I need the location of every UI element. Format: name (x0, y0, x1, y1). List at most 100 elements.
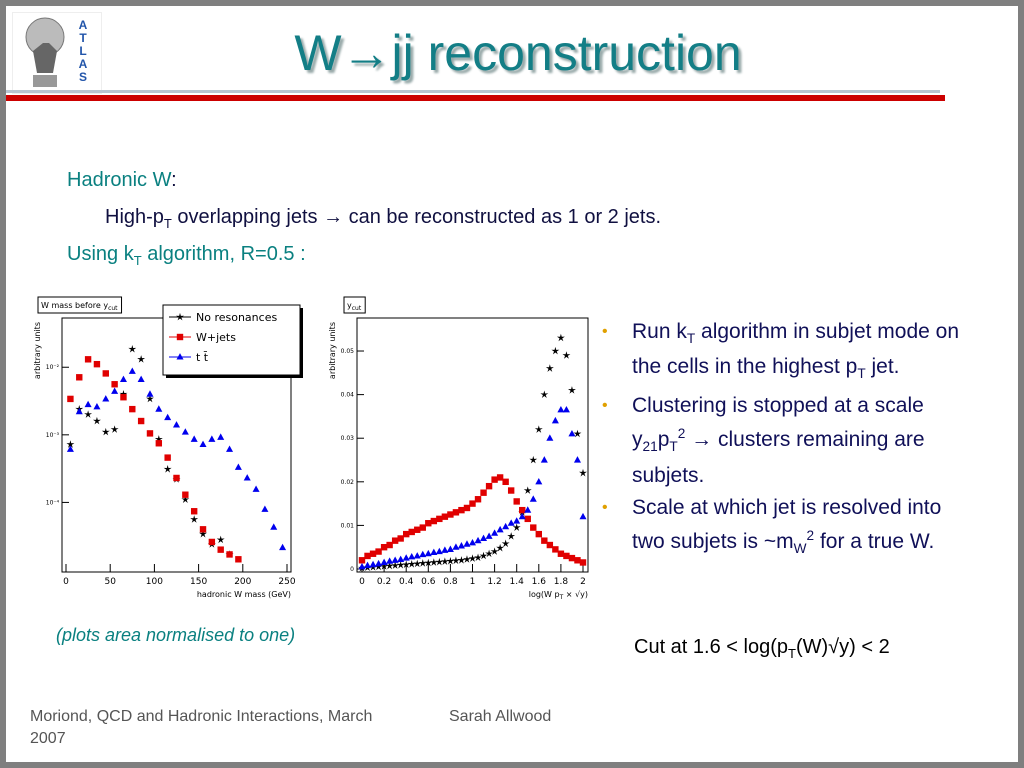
chart-title-part: y (347, 301, 352, 310)
x-tick-label: 0 (359, 577, 365, 587)
plot-frame (356, 317, 589, 573)
marker (146, 390, 154, 397)
marker (446, 545, 454, 552)
text: Scale at which jet is resolved into two … (632, 495, 942, 553)
marker (413, 552, 421, 559)
marker (546, 434, 554, 441)
text: T (133, 253, 142, 268)
marker (75, 407, 83, 415)
marker (552, 546, 559, 553)
text: overlapping jets → can be reconstructed … (171, 206, 662, 228)
marker (128, 345, 137, 353)
marker (84, 356, 92, 363)
chart: 0 0.01 0.02 0.03 0.04 0.05 0 0.2 0.4 0.6 0.8 1 1.2 1.… (328, 296, 589, 601)
marker (403, 530, 410, 538)
marker (535, 530, 542, 538)
marker (534, 425, 543, 433)
x-tick-label: 0.4 (399, 577, 414, 587)
marker (208, 435, 216, 442)
marker (529, 455, 538, 464)
marker (369, 550, 377, 557)
marker (216, 535, 225, 544)
x-axis-label-part: × √y) (563, 590, 588, 599)
bullet: Run kT algorithm in subjet mode on the c… (602, 318, 972, 388)
marker (429, 558, 438, 566)
marker (261, 505, 269, 512)
footer-author: Sarah Allwood (449, 708, 552, 725)
marker (457, 556, 466, 564)
x-tick-label: 50 (104, 577, 116, 587)
marker (234, 463, 242, 470)
marker (496, 543, 505, 552)
marker (430, 517, 438, 525)
text-line: Hadronic W: (67, 169, 177, 192)
y-tick-label: 0.04 (341, 392, 355, 399)
text: jet. (865, 355, 900, 379)
marker (396, 560, 405, 569)
marker (111, 387, 119, 394)
marker (468, 554, 477, 562)
marker (164, 413, 172, 421)
marker (182, 491, 189, 498)
marker (413, 559, 422, 568)
text: T (857, 366, 866, 382)
marker (545, 364, 554, 372)
text: T (787, 646, 796, 661)
marker (217, 546, 224, 553)
marker (375, 559, 383, 567)
marker (408, 552, 416, 560)
y-tick-label: 0.02 (341, 479, 355, 486)
marker (479, 551, 488, 560)
text: T (669, 439, 678, 455)
marker (447, 511, 454, 518)
text: p (657, 428, 670, 452)
marker (391, 561, 400, 569)
text: Cut at 1.6 < log(p (634, 636, 788, 658)
marker (419, 550, 427, 558)
marker (369, 560, 377, 568)
chart-title: W mass before ycut (41, 301, 118, 312)
marker (164, 454, 171, 461)
marker (452, 543, 460, 550)
x-axis-label-part: T (559, 594, 564, 601)
marker (243, 474, 251, 481)
x-tick-label: 250 (278, 577, 295, 587)
y-tick-label: 0.03 (341, 435, 355, 442)
text: Hadronic W (67, 169, 172, 191)
chart-title-box (37, 296, 123, 314)
text: W (793, 540, 807, 556)
marker (67, 395, 74, 403)
text: 2 (677, 426, 686, 442)
y-tick-label: 0.05 (341, 348, 355, 355)
marker (364, 561, 372, 569)
marker (418, 559, 427, 567)
marker (66, 445, 74, 452)
marker (579, 559, 587, 566)
marker (358, 557, 366, 564)
marker (579, 468, 587, 477)
marker (181, 495, 190, 503)
marker (128, 367, 136, 374)
text: 21 (642, 439, 658, 455)
marker (562, 406, 570, 413)
marker (397, 555, 405, 562)
marker (468, 539, 477, 546)
marker (66, 440, 75, 448)
marker (441, 546, 449, 553)
marker (530, 524, 537, 531)
marker (563, 552, 570, 560)
marker (408, 528, 415, 536)
marker (279, 543, 287, 551)
logo-figure (25, 17, 65, 87)
marker (568, 554, 576, 562)
bullet: Clustering is stopped at a scale y21pT2 … (602, 392, 972, 489)
marker (557, 550, 565, 557)
marker (386, 541, 393, 549)
marker (435, 547, 443, 555)
title-rule-red (6, 95, 945, 101)
marker (102, 370, 109, 377)
marker (474, 496, 482, 503)
marker (519, 506, 526, 514)
marker (523, 486, 532, 494)
